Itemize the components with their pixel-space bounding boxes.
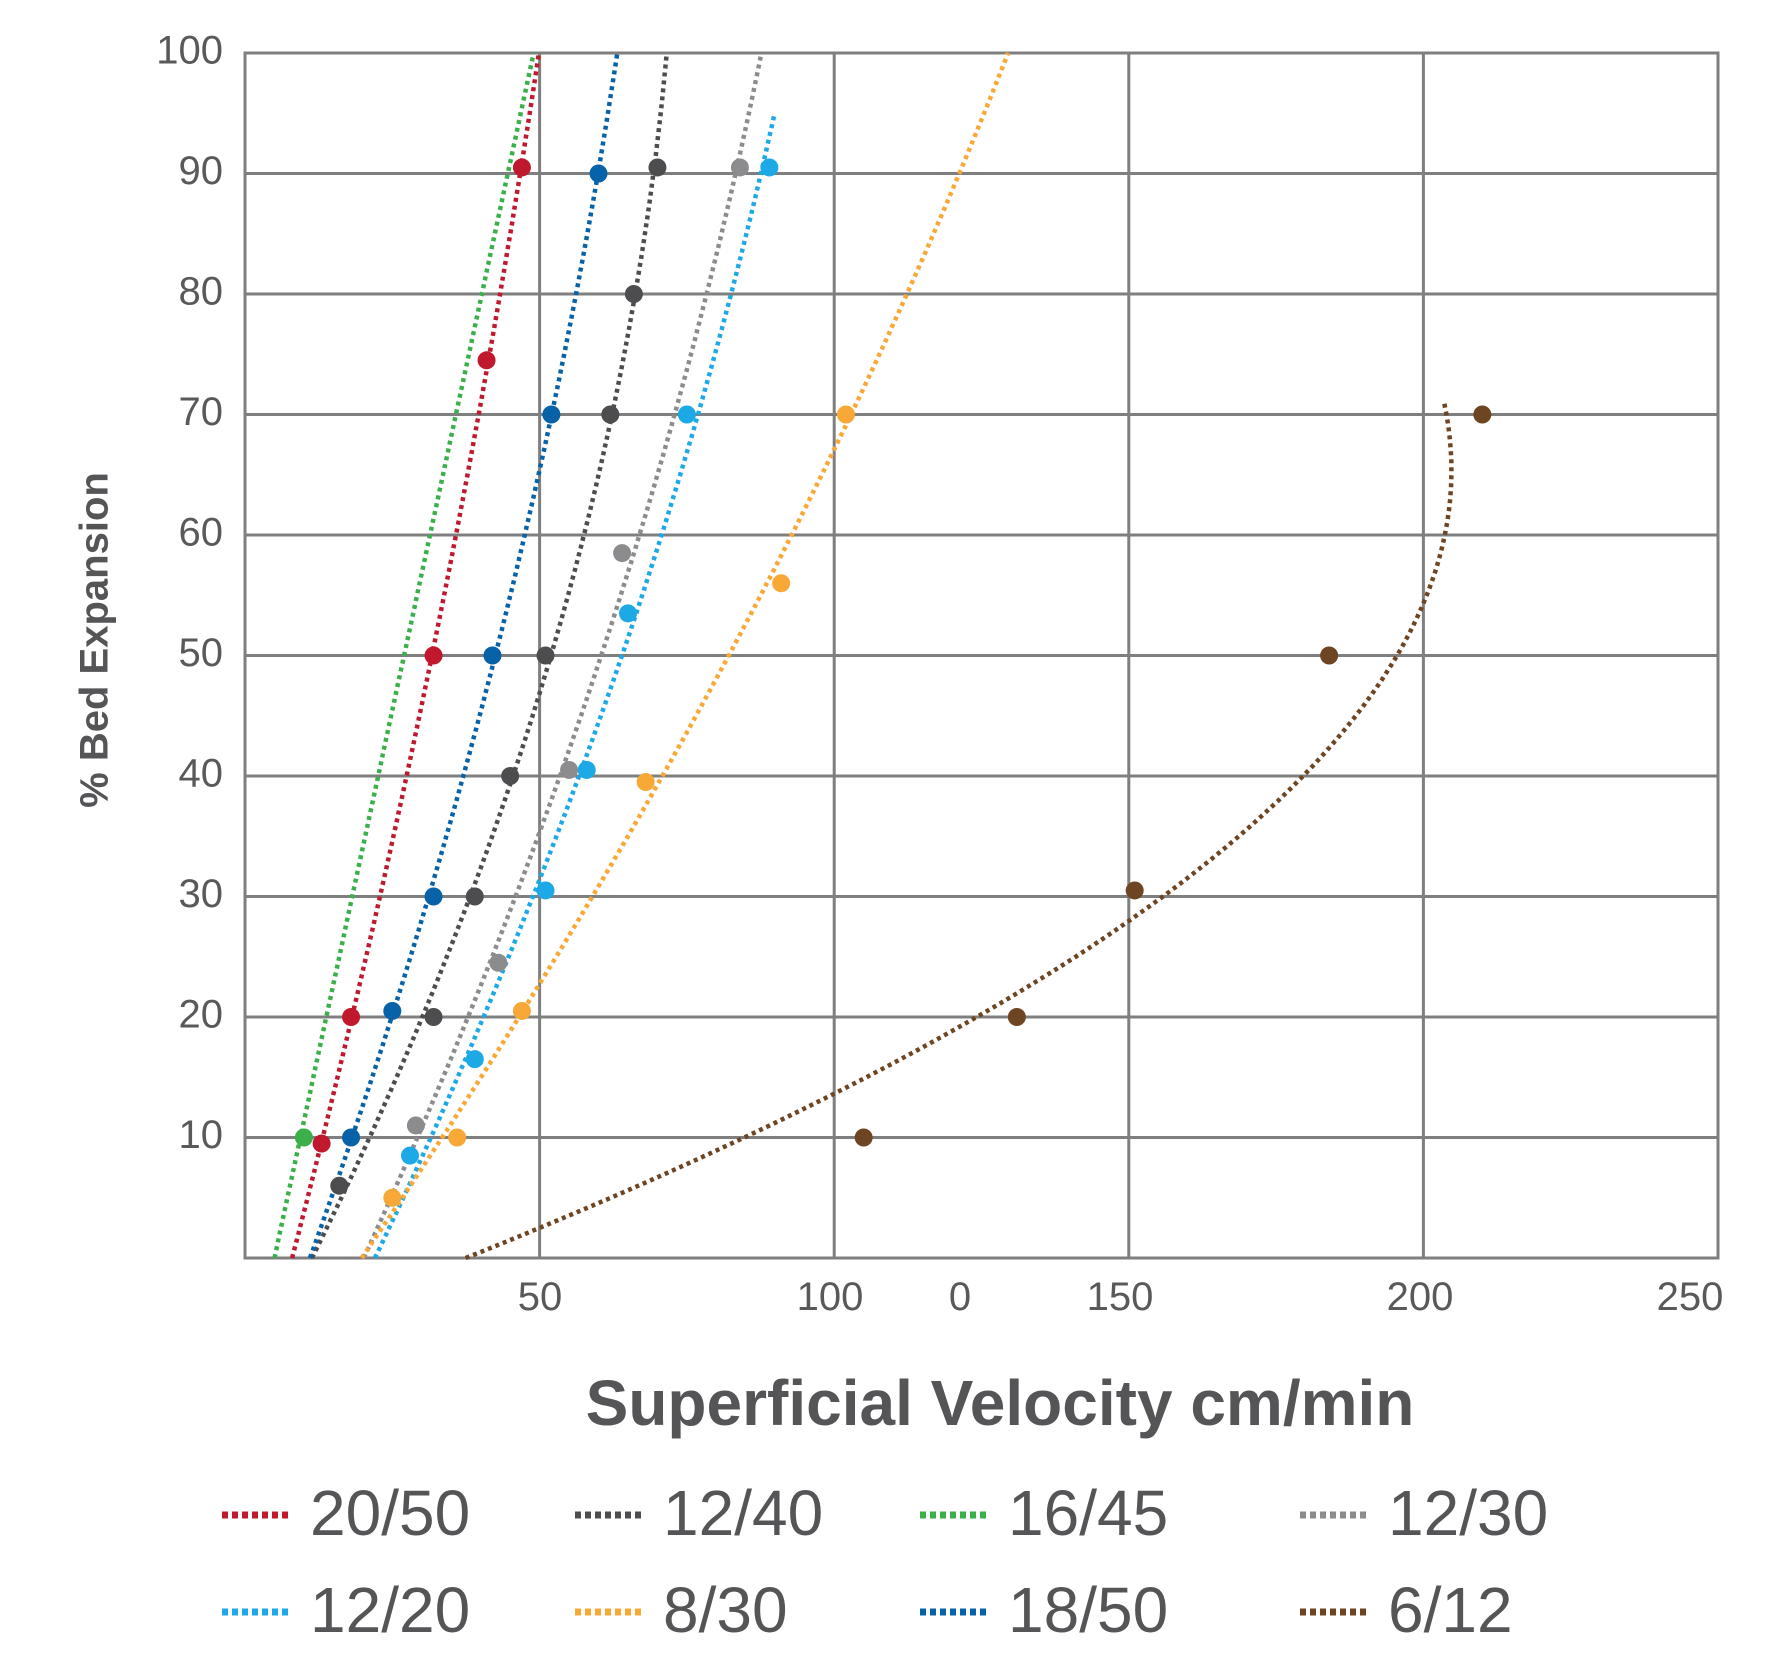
data-point-16-45 xyxy=(294,1128,313,1147)
y-tick-label: 30 xyxy=(179,872,224,916)
legend-label: 12/20 xyxy=(310,1574,470,1646)
y-tick-label: 100 xyxy=(156,29,223,73)
trendline-12-30 xyxy=(361,52,764,1259)
trendline-8-30 xyxy=(359,52,1011,1260)
y-tick-label: 10 xyxy=(179,1113,224,1157)
legend-label: 12/40 xyxy=(663,1477,823,1549)
legend-item: 12/20 xyxy=(222,1574,470,1646)
data-point-12-30 xyxy=(613,544,632,563)
data-point-12-30 xyxy=(406,1116,425,1135)
data-point-8-30 xyxy=(448,1128,467,1147)
x-tick-label: 0 xyxy=(949,1275,971,1319)
data-point-12-40 xyxy=(648,158,667,177)
trendline-16-45 xyxy=(272,52,536,1259)
data-point-12-20 xyxy=(536,881,555,900)
data-point-6-12 xyxy=(1320,646,1339,665)
data-point-18-50 xyxy=(342,1128,361,1147)
data-point-20-50 xyxy=(342,1008,361,1026)
data-point-18-50 xyxy=(383,1001,402,1020)
data-point-12-20 xyxy=(465,1050,484,1069)
x-tick-label: 250 xyxy=(1657,1275,1724,1319)
data-point-12-20 xyxy=(618,604,637,623)
legend-item: 6/12 xyxy=(1300,1574,1513,1646)
x-axis-ticks: 50 100 0 150 200 250 xyxy=(518,1275,1724,1319)
data-point-8-30 xyxy=(836,405,855,424)
data-point-20-50 xyxy=(512,158,531,177)
legend-label: 18/50 xyxy=(1008,1574,1168,1646)
data-point-12-20 xyxy=(577,760,596,779)
y-tick-label: 90 xyxy=(179,149,224,193)
legend-item: 18/50 xyxy=(920,1574,1168,1646)
x-tick-label: 150 xyxy=(1087,1275,1154,1319)
legend-item: 12/40 xyxy=(575,1477,823,1549)
data-point-12-20 xyxy=(677,405,696,424)
data-point-8-30 xyxy=(772,574,791,593)
chart-grid xyxy=(243,51,1720,1260)
trendline-18-50 xyxy=(307,52,620,1259)
data-point-12-40 xyxy=(465,887,484,906)
y-tick-label: 50 xyxy=(179,631,224,675)
data-point-20-50 xyxy=(424,646,443,665)
data-point-12-40 xyxy=(330,1176,349,1195)
trendline-12-20 xyxy=(372,112,777,1259)
legend-item: 8/30 xyxy=(575,1574,788,1646)
y-axis-ticks: 10 20 30 40 50 60 70 80 90 100 xyxy=(156,29,223,1158)
x-axis-label: Superficial Velocity cm/min xyxy=(586,1367,1415,1439)
data-point-12-20 xyxy=(760,158,779,177)
data-point-8-30 xyxy=(636,773,655,792)
legend-label: 20/50 xyxy=(310,1477,470,1549)
data-point-20-50 xyxy=(312,1134,331,1153)
x-tick-label: 50 xyxy=(518,1275,563,1319)
x-tick-label: 200 xyxy=(1387,1275,1454,1319)
data-point-12-20 xyxy=(400,1146,419,1165)
y-tick-label: 60 xyxy=(179,511,224,555)
data-point-12-40 xyxy=(501,767,520,785)
data-point-18-50 xyxy=(542,405,561,424)
x-tick-label: 100 xyxy=(797,1275,864,1319)
legend-label: 12/30 xyxy=(1388,1477,1548,1549)
data-point-18-50 xyxy=(424,887,443,906)
data-point-8-30 xyxy=(512,1001,531,1020)
data-point-20-50 xyxy=(477,351,496,370)
data-point-12-40 xyxy=(624,285,643,303)
data-points xyxy=(294,158,1492,1207)
data-point-6-12 xyxy=(854,1128,873,1147)
data-point-6-12 xyxy=(1473,405,1492,424)
data-point-8-30 xyxy=(383,1188,402,1207)
data-point-12-40 xyxy=(601,405,620,424)
legend: 20/50 12/40 16/45 12/30 12/20 8/30 18/50 6/12 xyxy=(222,1477,1548,1646)
legend-label: 16/45 xyxy=(1008,1477,1168,1549)
data-point-18-50 xyxy=(483,646,502,665)
data-point-12-40 xyxy=(536,646,555,665)
y-tick-label: 70 xyxy=(179,390,224,434)
y-tick-label: 80 xyxy=(179,270,224,314)
data-point-12-40 xyxy=(424,1008,443,1026)
y-tick-label: 40 xyxy=(179,752,224,796)
y-tick-label: 20 xyxy=(179,993,224,1037)
data-point-6-12 xyxy=(1007,1008,1026,1026)
trendline-6-12 xyxy=(464,402,1454,1261)
legend-item: 20/50 xyxy=(222,1477,470,1549)
legend-item: 16/45 xyxy=(920,1477,1168,1549)
data-point-12-30 xyxy=(730,158,749,177)
data-point-12-30 xyxy=(489,953,508,972)
legend-label: 6/12 xyxy=(1388,1574,1513,1646)
data-point-18-50 xyxy=(589,164,608,183)
y-axis-label: % Bed Expansion xyxy=(73,472,117,808)
data-point-12-30 xyxy=(560,760,579,779)
data-point-6-12 xyxy=(1125,881,1144,900)
legend-item: 12/30 xyxy=(1300,1477,1548,1549)
legend-label: 8/30 xyxy=(663,1574,788,1646)
